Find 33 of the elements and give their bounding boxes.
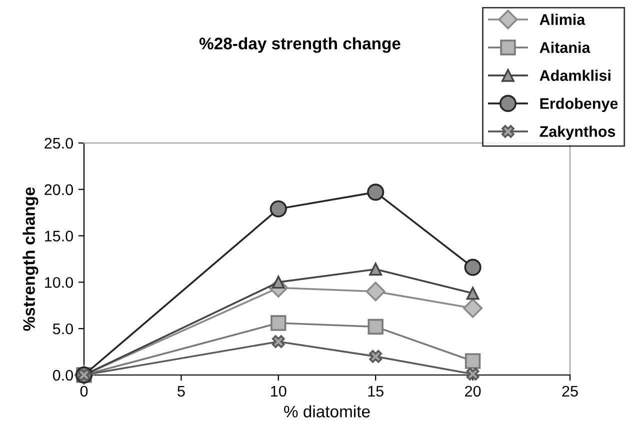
point xyxy=(463,298,483,318)
x-tick-label: 5 xyxy=(178,386,185,397)
y-tick-label: 20.0 xyxy=(44,184,73,196)
point xyxy=(369,262,382,276)
y-tick-label: 0.0 xyxy=(52,370,73,381)
point xyxy=(464,258,482,276)
x-tick-label: 20 xyxy=(465,386,481,397)
legend-label: Zakynthos xyxy=(540,126,616,140)
point xyxy=(466,368,480,381)
x-tick-label: 10 xyxy=(271,386,286,397)
point xyxy=(464,353,481,369)
chart-title: %28-day strength change xyxy=(199,37,400,53)
point xyxy=(466,286,480,300)
legend-label: Aitania xyxy=(540,42,590,53)
y-tick-label: 15.0 xyxy=(45,230,73,242)
point xyxy=(272,335,285,348)
point xyxy=(369,350,382,363)
y-tick-label: 25.0 xyxy=(44,138,73,149)
point xyxy=(366,282,386,302)
legend-label: Erdobenye xyxy=(540,98,618,112)
point xyxy=(368,318,384,335)
legend-label: Adamklisi xyxy=(540,70,610,81)
point xyxy=(270,315,286,331)
y-tick-label: 10.0 xyxy=(45,277,73,288)
y-axis-title: %strength change xyxy=(22,187,38,331)
y-tick-label: 5.0 xyxy=(52,323,73,334)
x-tick-label: 0 xyxy=(80,386,88,397)
point xyxy=(270,200,287,218)
legend-label: Alimia xyxy=(540,14,586,25)
point xyxy=(367,184,384,201)
x-axis-title: % diatomite xyxy=(284,405,370,418)
x-tick-label: 15 xyxy=(368,386,384,397)
x-tick-label: 25 xyxy=(562,386,578,397)
